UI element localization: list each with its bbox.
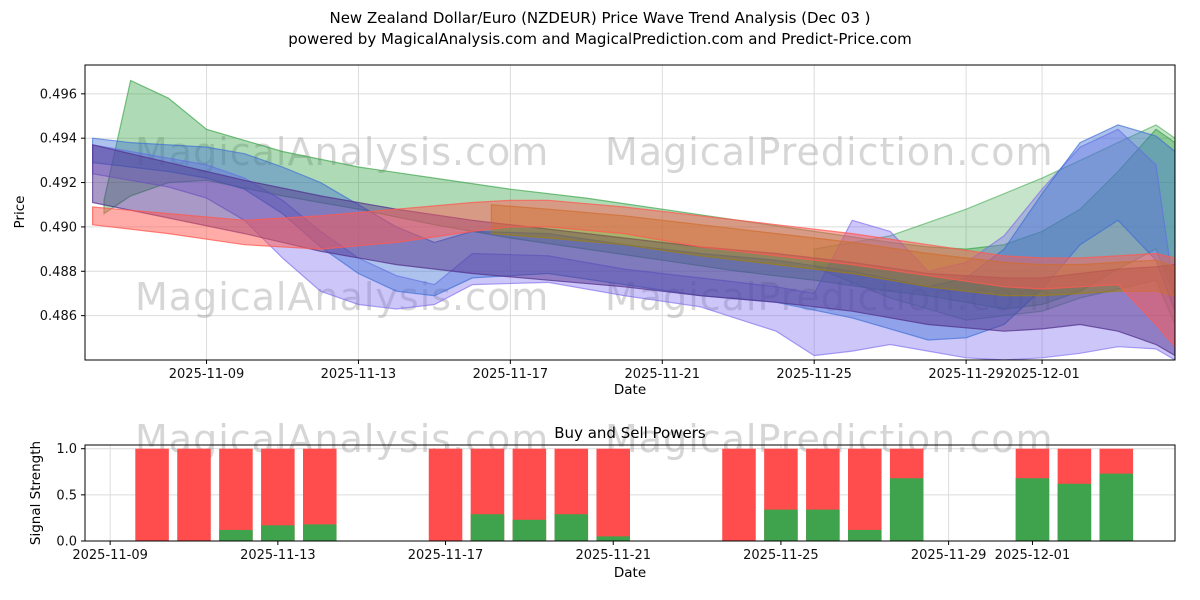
x-tick-label: 2025-11-17 — [408, 548, 484, 563]
sell-power-bar — [135, 448, 169, 541]
x-tick-label: 2025-11-13 — [321, 367, 397, 382]
y-tick-label: 0.492 — [40, 176, 77, 191]
buy-power-bar — [1057, 483, 1092, 541]
x-tick-label: 2025-11-21 — [575, 548, 651, 563]
figure-title-line1: New Zealand Dollar/Euro (NZDEUR) Price W… — [329, 9, 871, 27]
y-tick-label: 0.486 — [40, 309, 77, 324]
buy-power-bar — [303, 524, 337, 541]
plot-frame — [84, 64, 1176, 361]
x-tick-label: 2025-11-21 — [625, 367, 701, 382]
figure-title-line2: powered by MagicalAnalysis.com and Magic… — [288, 30, 912, 48]
buy-power-bar — [261, 525, 295, 541]
x-tick-label: 2025-11-25 — [743, 548, 819, 563]
sell-power-bar — [177, 448, 211, 541]
buy-power-bar — [219, 529, 253, 541]
sell-power-bar — [596, 448, 630, 541]
signal-xaxis-label: Date — [614, 565, 646, 581]
buy-power-bar — [596, 536, 630, 541]
price-chart: MagicalAnalysis.com MagicalPrediction.com… — [40, 64, 1176, 382]
x-tick-label: 2025-11-09 — [169, 367, 245, 382]
y-tick-label: 0.0 — [56, 535, 77, 550]
buy-power-bar — [512, 519, 547, 541]
sell-power-bar — [428, 448, 463, 541]
buy-power-bar — [806, 509, 840, 541]
buy-power-bar — [848, 529, 882, 541]
price-band-salmon — [92, 199, 1175, 348]
x-tick-label: 2025-12-01 — [1004, 367, 1080, 382]
x-tick-label: 2025-11-29 — [928, 367, 1004, 382]
sell-power-bar — [848, 448, 882, 541]
price-yaxis-label: Price — [12, 196, 28, 229]
y-tick-label: 0.494 — [40, 132, 77, 147]
sell-power-bar — [722, 448, 756, 541]
x-tick-label: 2025-11-17 — [473, 367, 549, 382]
buy-sell-chart-title: Buy and Sell Powers — [554, 424, 706, 442]
x-tick-label: 2025-11-09 — [72, 548, 148, 563]
y-tick-label: 0.488 — [40, 265, 77, 280]
signal-yaxis-label: Signal Strength — [28, 441, 44, 545]
x-tick-label: 2025-11-13 — [240, 548, 316, 563]
watermark-analysis: MagicalAnalysis.com — [135, 275, 549, 319]
figure-title: New Zealand Dollar/Euro (NZDEUR) Price W… — [0, 8, 1200, 50]
y-tick-label: 0.5 — [56, 488, 77, 503]
x-tick-label: 2025-11-25 — [776, 367, 852, 382]
buy-power-bar — [470, 514, 505, 541]
plot-frame — [84, 444, 1176, 542]
buy-power-bar — [554, 514, 589, 541]
buy-sell-chart: MagicalAnalysis.com MagicalPrediction.com… — [56, 417, 1176, 563]
x-tick-label: 2025-12-01 — [995, 548, 1071, 563]
buy-power-bar — [889, 478, 924, 541]
sell-power-bar — [219, 448, 253, 541]
price-band-purple — [92, 144, 1175, 357]
buy-power-bar — [1099, 473, 1134, 541]
x-tick-label: 2025-11-29 — [911, 548, 987, 563]
watermark-analysis: MagicalAnalysis.com — [135, 130, 549, 174]
buy-power-bar — [764, 509, 798, 541]
buy-power-bar — [1015, 478, 1050, 541]
y-tick-label: 0.496 — [40, 87, 77, 102]
price-xaxis-label: Date — [614, 382, 646, 398]
y-tick-label: 0.490 — [40, 220, 77, 235]
watermark-prediction: MagicalPrediction.com — [605, 130, 1054, 174]
y-tick-label: 1.0 — [56, 442, 77, 457]
